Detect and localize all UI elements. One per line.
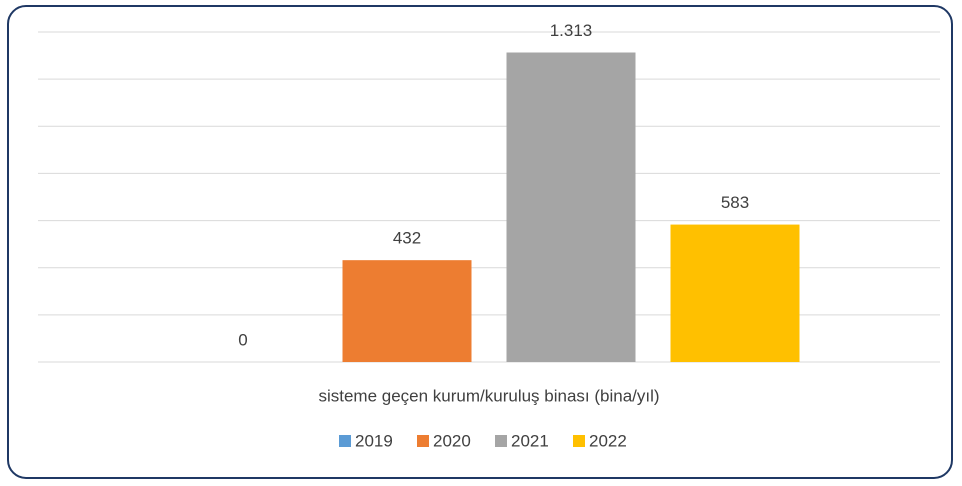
data-label: 583 bbox=[721, 193, 749, 212]
chart-frame bbox=[7, 5, 953, 479]
legend-swatch bbox=[417, 435, 429, 447]
legend-label: 2021 bbox=[511, 431, 549, 450]
x-tick-label: sisteme geçen kurum/kuruluş binası (bina… bbox=[318, 386, 659, 405]
legend-swatch bbox=[573, 435, 585, 447]
legend-label: 2020 bbox=[433, 431, 471, 450]
bar bbox=[506, 52, 636, 362]
legend-label: 2019 bbox=[355, 431, 393, 450]
legend-swatch bbox=[495, 435, 507, 447]
data-label: 1.313 bbox=[550, 21, 593, 40]
bar bbox=[670, 224, 800, 362]
data-label: 432 bbox=[393, 229, 421, 248]
data-label: 0 bbox=[238, 330, 247, 349]
legend-label: 2022 bbox=[589, 431, 627, 450]
legend-swatch bbox=[339, 435, 351, 447]
bar bbox=[342, 260, 472, 362]
